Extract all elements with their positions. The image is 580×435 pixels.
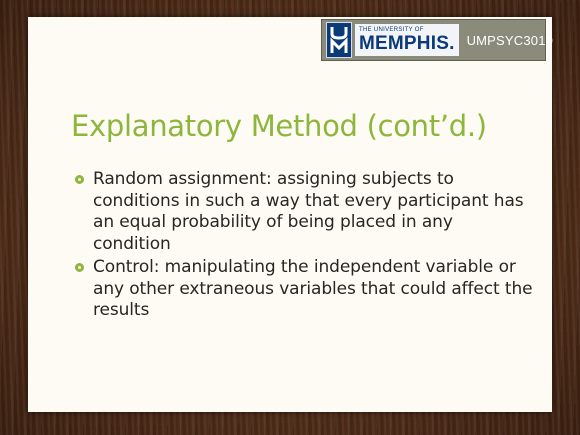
ring-bullet-icon <box>75 263 84 272</box>
ring-bullet-icon <box>75 175 84 184</box>
logo-wordmark: THE UNIVERSITY OF MEMPHIS. <box>355 24 459 56</box>
header-badge: THE UNIVERSITY OF MEMPHIS. UMPSYC3010 <box>321 19 553 61</box>
bullet-text: Control: manipulating the independent va… <box>93 257 533 320</box>
bullet-item: Control: manipulating the independent va… <box>73 257 533 322</box>
bullet-list: Random assignment: assigning subjects to… <box>73 169 533 324</box>
logo-big-text: MEMPHIS. <box>359 33 455 54</box>
bullet-item: Random assignment: assigning subjects to… <box>73 169 533 255</box>
bullet-text: Random assignment: assigning subjects to… <box>93 169 524 254</box>
um-monogram-icon <box>326 22 352 58</box>
slide-title: Explanatory Method (cont’d.) <box>71 109 487 143</box>
logo-small-text: THE UNIVERSITY OF <box>359 27 424 33</box>
slide: THE UNIVERSITY OF MEMPHIS. UMPSYC3010 Ex… <box>28 17 553 412</box>
university-logo: THE UNIVERSITY OF MEMPHIS. <box>326 22 459 58</box>
course-code: UMPSYC3010 <box>466 32 554 48</box>
